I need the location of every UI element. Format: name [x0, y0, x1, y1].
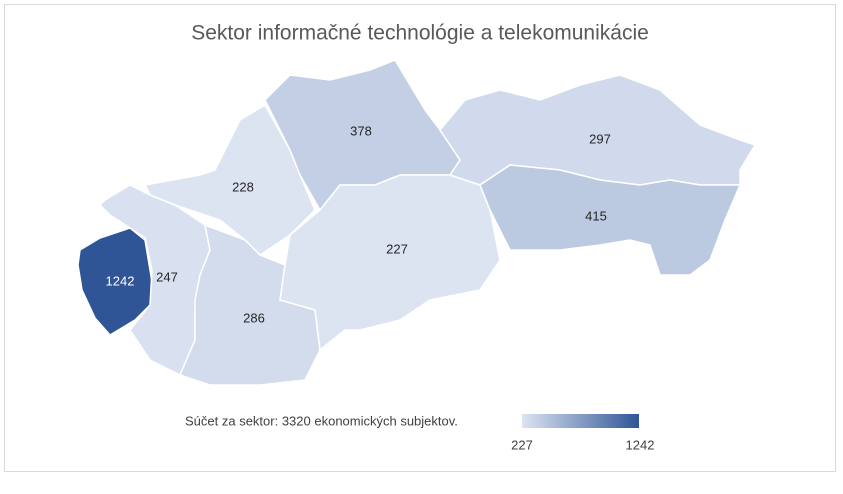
region-label: 227 [386, 241, 408, 256]
region [143, 103, 316, 256]
region [479, 164, 742, 276]
region-label: 286 [243, 310, 265, 325]
region-label: 228 [232, 179, 254, 194]
chart-title: Sektor informačné technológie a telekomu… [191, 22, 649, 45]
note: Súčet za sektor: 3320 ekonomických subje… [185, 413, 458, 428]
region-label: 297 [589, 131, 611, 146]
region-label: 247 [156, 269, 178, 284]
region-label: 378 [350, 123, 372, 138]
scale-max-label: 1242 [626, 437, 655, 452]
region [77, 227, 156, 336]
region [279, 174, 501, 352]
color-scale [522, 414, 639, 428]
map: 1242 247 228 286 378 227 297 415 [77, 59, 757, 386]
scale-min-label: 227 [511, 437, 533, 452]
region-label: 415 [585, 208, 607, 223]
region-label: 1242 [106, 273, 135, 288]
